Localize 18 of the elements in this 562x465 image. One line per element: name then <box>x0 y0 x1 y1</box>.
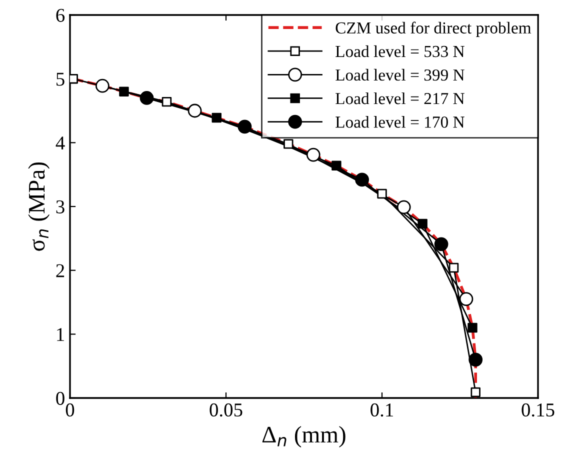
legend-label: CZM used for direct problem <box>336 22 532 37</box>
y-tick-label: 6 <box>56 8 65 22</box>
x-tick-label: 0 <box>66 403 74 417</box>
legend-label: Load level = 217 N <box>336 92 464 104</box>
legend-label: Load level = 170 N <box>336 116 464 128</box>
y-tick-label: 4 <box>56 136 65 150</box>
y-tick-label: 2 <box>56 264 64 278</box>
legend-label: Load level = 399 N <box>336 68 464 81</box>
x-tick-label: 0.15 <box>522 403 554 417</box>
y-tick-label: 0 <box>56 392 64 405</box>
x-tick-label: 0.05 <box>210 403 242 417</box>
legend-label: Load level = 533 N <box>336 45 464 58</box>
x-tick-label: 0.1 <box>370 403 393 417</box>
y-tick-label: 5 <box>56 72 64 86</box>
y-tick-label: 3 <box>56 200 64 214</box>
y-axis-title: σ$_{n}$ (MPa) <box>28 162 50 251</box>
y-tick-label: 1 <box>57 328 64 341</box>
x-axis-title: Δ$_{n}$ (mm) <box>262 426 346 448</box>
